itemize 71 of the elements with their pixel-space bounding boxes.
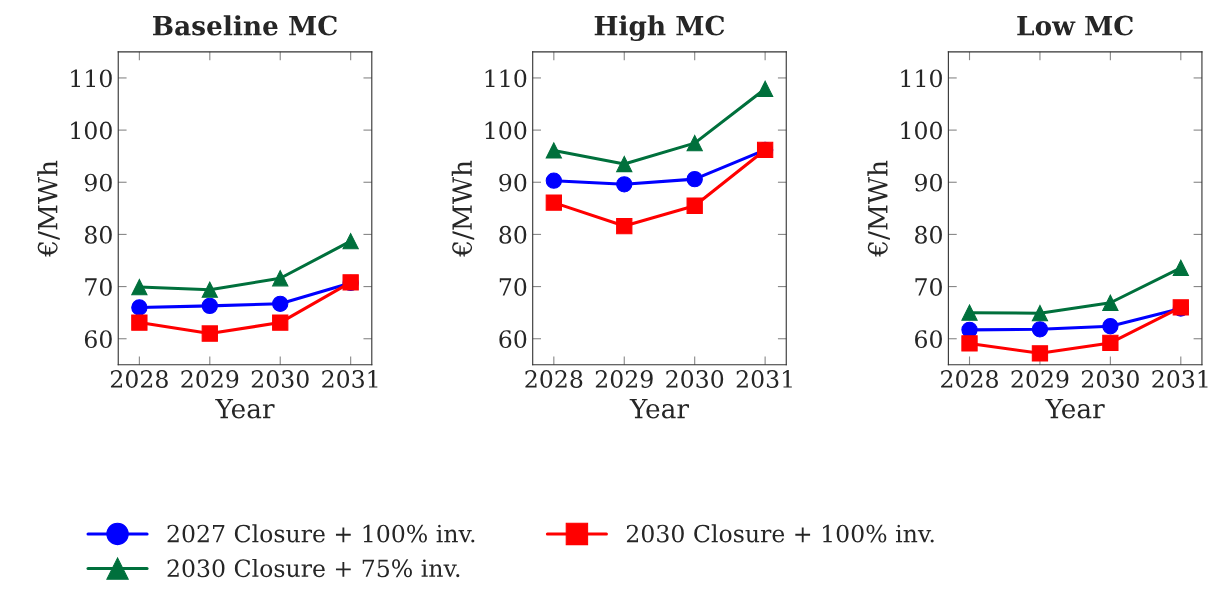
- y-tick-label: 60: [915, 330, 942, 349]
- point: [272, 270, 289, 287]
- y-tick-label: 80: [915, 225, 942, 244]
- point: [545, 172, 562, 189]
- x-tick-label: 2030: [666, 370, 724, 388]
- point: [756, 80, 774, 98]
- legend-label: 2030 Closure + 75% inv.: [167, 558, 460, 578]
- y-tick-label: 110: [71, 69, 112, 88]
- x-tick-label: 2031: [736, 370, 792, 388]
- x-tick-label: 2029: [1011, 370, 1069, 388]
- legend-label: 2030 Closure + 100% inv.: [626, 524, 934, 543]
- point: [616, 176, 633, 193]
- point: [961, 335, 978, 352]
- y-tick-label: 60: [84, 330, 112, 349]
- y-tick-label: 100: [901, 121, 942, 140]
- y-tick-label: 100: [71, 121, 112, 140]
- point: [686, 170, 703, 188]
- y-tick-label: 90: [499, 173, 527, 192]
- x-tick-label: 2028: [110, 370, 168, 388]
- chart-title: High MC: [594, 15, 725, 42]
- point: [201, 281, 218, 298]
- point: [616, 217, 633, 235]
- y-tick-label: 90: [84, 173, 112, 192]
- point: [131, 314, 148, 331]
- x-tick-label: 2031: [1152, 370, 1208, 388]
- x-tick-label: 2031: [322, 370, 378, 388]
- legend-label: 2027 Closure + 100% inv.: [167, 524, 475, 543]
- point: [1031, 321, 1049, 338]
- point: [131, 278, 148, 296]
- y-axis-title: €/MWh: [867, 160, 890, 257]
- y-tick-label: 80: [84, 225, 112, 244]
- y-tick-label: 110: [485, 69, 527, 88]
- x-tick-label: 2028: [941, 370, 998, 388]
- point: [1102, 318, 1119, 335]
- point: [686, 197, 703, 214]
- point: [961, 304, 978, 321]
- y-tick-label: 90: [914, 173, 942, 192]
- point: [1031, 305, 1049, 322]
- y-tick-label: 80: [499, 225, 527, 244]
- y-tick-label: 100: [485, 121, 527, 140]
- point: [201, 297, 218, 315]
- y-axis-title: €/MWh: [451, 160, 475, 257]
- y-tick-label: 60: [499, 330, 527, 349]
- point: [131, 299, 148, 316]
- point: [686, 134, 703, 152]
- y-tick-label: 110: [901, 69, 942, 88]
- chart-title: Low MC: [1017, 15, 1133, 36]
- point: [1031, 345, 1049, 362]
- point: [616, 155, 633, 173]
- x-tick-label: 2030: [251, 370, 309, 388]
- point: [1102, 334, 1119, 352]
- x-tick-label: 2029: [181, 370, 239, 388]
- y-tick-label: 70: [85, 278, 112, 296]
- point: [1172, 259, 1189, 276]
- point: [272, 295, 289, 312]
- point: [342, 233, 359, 250]
- y-tick-label: 70: [915, 278, 942, 296]
- x-axis-title: Year: [215, 398, 275, 419]
- x-tick-label: 2029: [595, 370, 653, 388]
- chart-title: Baseline MC: [153, 15, 337, 36]
- x-axis-title: Year: [629, 398, 690, 419]
- point: [545, 194, 562, 211]
- point: [1102, 294, 1119, 311]
- x-axis-title: Year: [1045, 398, 1105, 419]
- x-tick-label: 2028: [525, 370, 583, 388]
- point: [272, 314, 289, 331]
- y-tick-label: 70: [499, 278, 527, 296]
- point: [545, 142, 562, 159]
- x-tick-label: 2030: [1081, 370, 1139, 388]
- y-axis-title: €/MWh: [37, 160, 60, 257]
- point: [201, 325, 218, 342]
